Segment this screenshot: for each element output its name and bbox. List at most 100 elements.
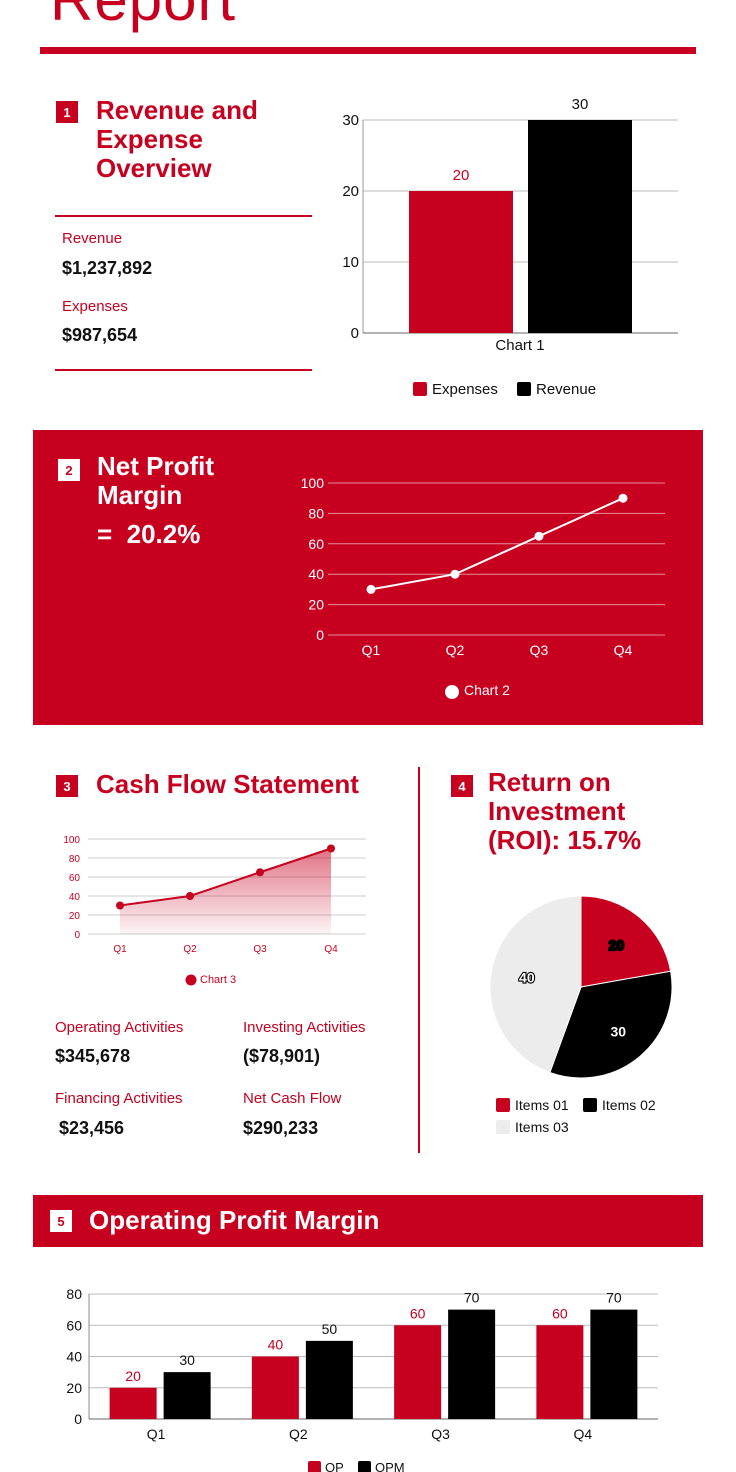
net-cash-flow-label: Net Cash Flow [243,1090,342,1107]
chart-4: 20 30 40 Items 01 Items 02 Items 03 [489,895,673,1135]
section-4-title-line-2: Investment [488,796,626,826]
chart-3-legend-swatch [185,974,197,986]
section-1-title-line-1: Revenue and [96,95,258,125]
chart-5-y-tick: 60 [66,1317,82,1333]
chart-5-bar [536,1325,584,1419]
chart-5-y-tick: 40 [66,1349,82,1365]
chart-2-y-tick: 60 [308,536,324,552]
investing-activities-value: ($78,901) [243,1046,321,1066]
section-1-title-line-2: Expense [96,124,203,154]
chart-2-legend-swatch [445,685,459,699]
chart-3-x-tick: Q2 [183,944,197,955]
section-divider [418,767,420,1153]
financing-activities-label: Financing Activities [55,1090,183,1107]
chart-5-data-label: 70 [606,1290,622,1306]
chart-3: 0 20 40 60 80 100 Q1 Q2 Q3 Q4 Chart 3 [63,835,366,986]
chart-2-x-tick: Q2 [446,642,465,658]
chart-2-point [534,531,544,541]
chart-5-bar [448,1309,496,1419]
chart-5: 0 20 40 60 80 20 30 Q1 40 50 Q2 60 70 Q3 60 70 Q4 OP OPM [66,1286,658,1472]
chart-5-legend-swatch [308,1461,321,1472]
chart-1-legend-label: Revenue [536,381,596,398]
chart-1-bar [528,120,632,333]
chart-2-y-tick: 80 [308,505,324,521]
chart-2: 0 20 40 60 80 100 Q1 Q2 Q3 Q4 Chart 2 [301,475,665,699]
revenue-value: $1,237,892 [62,258,153,278]
section-2-title-line-2: Margin [97,480,183,510]
chart-5-bar [394,1325,442,1419]
chart-3-y-tick: 0 [74,930,80,941]
chart-4-legend-label: Items 01 [515,1097,569,1113]
chart-3-y-tick: 20 [69,911,81,922]
chart-3-point [186,892,194,900]
chart-5-data-label: 60 [552,1305,568,1321]
chart-3-series-line [119,847,332,907]
chart-1-y-tick: 20 [342,183,359,200]
section-4-number: 4 [451,775,473,797]
operating-activities-label: Operating Activities [55,1019,184,1036]
section-2-number: 2 [58,459,80,481]
chart-5-legend-label: OP [325,1460,344,1472]
chart-3-y-tick: 60 [69,873,81,884]
chart-4-legend-swatch [583,1098,597,1112]
chart-4-slice [580,895,672,988]
section-1-title: Revenue and Expense Overview [96,96,258,183]
section-1-number: 1 [56,101,78,123]
chart-1-legend-swatch [517,382,531,396]
investing-activities-label: Investing Activities [243,1019,366,1036]
net-cash-flow-value: $290,233 [243,1118,319,1138]
chart-1-data-label: 20 [453,167,470,184]
chart-5-x-tick: Q3 [431,1426,450,1442]
chart-5-legend-label: OPM [375,1460,405,1472]
net-profit-margin-value: = 20.2% [97,519,201,549]
chart-5-data-label: 60 [410,1305,426,1321]
chart-2-legend-label: Chart 2 [464,682,510,698]
chart-2-series-line [370,497,624,591]
chart-1-data-label: 30 [572,96,589,113]
section-3-number: 3 [56,775,78,797]
chart-4-data-label: 30 [610,1023,626,1039]
chart-2-point [366,584,376,594]
chart-1-y-tick: 0 [351,325,359,342]
chart-5-data-label: 70 [464,1290,480,1306]
chart-2-point [450,569,460,579]
section-1-rule-bottom [55,369,312,371]
chart-5-data-label: 20 [125,1368,141,1384]
chart-2-y-tick: 100 [301,475,325,491]
chart-4-data-label: 40 [519,969,535,985]
chart-5-y-tick: 0 [74,1411,82,1427]
chart-4-legend-swatch [496,1120,510,1134]
chart-5-bar [109,1387,157,1419]
chart-2-point [618,493,628,503]
chart-3-area-fill [120,848,331,934]
chart-5-y-tick: 20 [66,1380,82,1396]
chart-4-legend-label: Items 02 [602,1097,656,1113]
section-2-title-line-1: Net Profit [97,451,214,481]
expenses-label: Expenses [62,298,128,315]
chart-3-y-tick: 40 [69,892,81,903]
chart-2-y-tick: 40 [308,566,324,582]
header-rule [40,47,696,54]
chart-1-legend-swatch [413,382,427,396]
section-4-title-line-1: Return on [488,767,611,797]
chart-2-x-tick: Q1 [362,642,381,658]
revenue-label: Revenue [62,230,123,247]
chart-5-data-label: 50 [322,1321,338,1337]
chart-4-slice [489,895,582,1074]
section-5-band [33,1195,703,1247]
chart-3-x-tick: Q1 [113,944,127,955]
chart-3-y-tick: 80 [69,854,81,865]
section-1-title-line-3: Overview [96,153,212,183]
operating-activities-value: $345,678 [55,1046,131,1066]
chart-4-data-label: 20 [609,937,625,953]
chart-1-y-tick: 30 [342,112,359,129]
chart-5-legend-swatch [358,1461,371,1472]
chart-2-y-tick: 20 [308,597,324,613]
section-2-title: Net Profit Margin [97,452,214,510]
chart-5-x-tick: Q2 [289,1426,308,1442]
chart-5-data-label: 30 [179,1352,195,1368]
chart-2-x-tick: Q3 [530,642,549,658]
chart-5-x-tick: Q4 [574,1426,593,1442]
chart-3-legend-label: Chart 3 [200,974,236,986]
chart-1-bar [409,191,513,333]
